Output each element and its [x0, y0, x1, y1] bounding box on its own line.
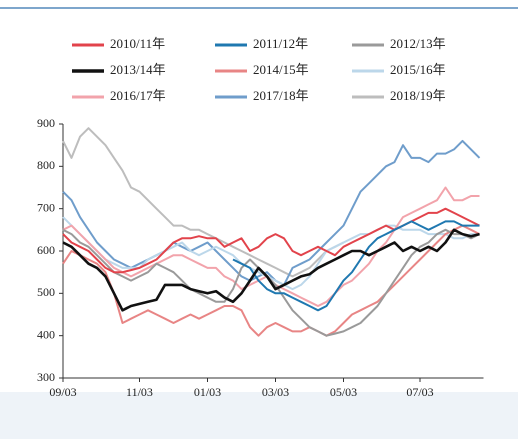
y-tick-label: 700: [37, 200, 55, 214]
y-tick-label: 500: [37, 285, 55, 299]
series-line: [62, 216, 480, 291]
legend-label: 2015/16年: [390, 62, 446, 77]
y-tick-label: 800: [37, 158, 55, 172]
plot: [62, 127, 481, 337]
y-tick-label: 600: [37, 243, 55, 257]
series-line: [62, 127, 344, 278]
x-tick-label: 03/03: [262, 385, 289, 399]
axes: 300 400 500 600 700 800 900 09/03 11/03 01/03 03/0…: [37, 116, 484, 399]
legend-label: 2018/19年: [390, 88, 446, 103]
legend-label: 2016/17年: [110, 88, 166, 103]
x-tick-label: 07/03: [406, 385, 433, 399]
legend-label: 2014/15年: [253, 62, 309, 77]
legend-label: 2013/14年: [110, 62, 166, 77]
legend-label: 2017/18年: [253, 88, 309, 103]
x-tick-label: 05/03: [330, 385, 357, 399]
x-tick-label: 11/03: [126, 385, 153, 399]
x-tick-label: 01/03: [194, 385, 221, 399]
series-line: [62, 228, 480, 312]
series-line: [62, 224, 480, 337]
x-tick-label: 09/03: [49, 385, 76, 399]
legend-label: 2011/12年: [253, 36, 308, 51]
legend: 2010/11年 2011/12年 2012/13年 2013/14年 2014/15年…: [72, 36, 446, 103]
y-tick-label: 300: [37, 370, 55, 384]
series-line: [232, 220, 480, 312]
y-tick-label: 400: [37, 327, 55, 341]
footer-band: [0, 392, 518, 439]
series-line: [62, 186, 480, 307]
legend-label: 2010/11年: [110, 36, 165, 51]
legend-label: 2012/13年: [390, 36, 446, 51]
y-tick-label: 900: [37, 116, 55, 130]
